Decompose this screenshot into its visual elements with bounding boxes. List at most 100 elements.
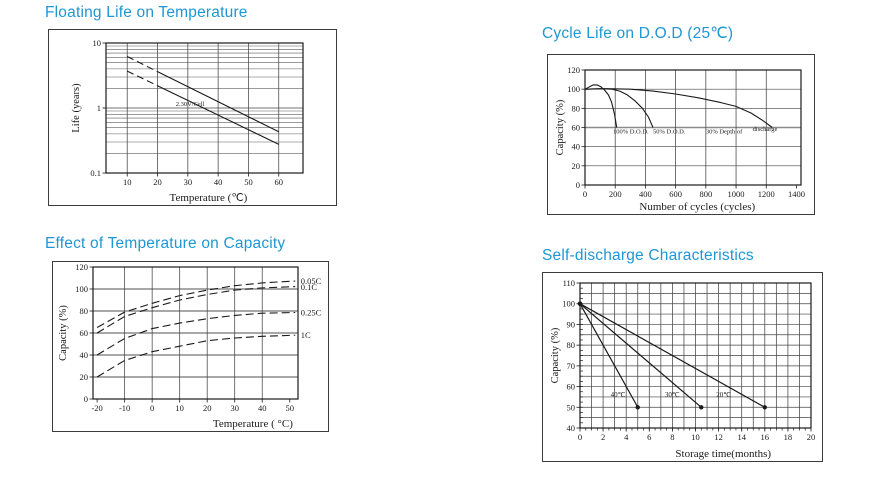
svg-text:12: 12 — [714, 432, 723, 442]
chart-canvas-temp-capacity: -20 -10 0 10 20 30 40 50 0 20 40 60 80 100 120 0.05C0.1… — [58, 262, 322, 430]
svg-text:0: 0 — [583, 189, 587, 199]
series-30-depth-of-discharge — [584, 88, 773, 128]
svg-text:800: 800 — [699, 189, 712, 199]
series-20- — [579, 303, 766, 408]
svg-text:40℃: 40℃ — [611, 391, 626, 399]
svg-text:Capacity (%): Capacity (%) — [550, 327, 561, 383]
svg-text:4: 4 — [624, 432, 629, 442]
axis-ticks — [89, 266, 291, 403]
svg-text:60: 60 — [567, 382, 576, 392]
svg-text:60: 60 — [572, 123, 581, 133]
svg-text:100: 100 — [562, 299, 575, 309]
y-axis-label: Capacity (%) — [58, 305, 69, 361]
x-axis-label: Number of cycles (cycles) — [639, 201, 755, 213]
svg-text:1: 1 — [97, 103, 101, 113]
series-1c — [96, 334, 296, 378]
series-0-05c — [96, 280, 296, 328]
svg-text:0.1: 0.1 — [90, 168, 101, 178]
series-0-1c — [96, 286, 296, 334]
svg-text:16: 16 — [761, 432, 770, 442]
svg-text:18: 18 — [784, 432, 793, 442]
svg-text:1000: 1000 — [728, 189, 745, 199]
y-axis-label: Capacity (%) — [550, 327, 561, 383]
svg-text:30: 30 — [184, 177, 193, 187]
svg-text:1200: 1200 — [758, 189, 775, 199]
svg-text:60: 60 — [80, 328, 89, 338]
svg-text:80: 80 — [567, 340, 576, 350]
svg-text:Temperature ( °C): Temperature ( °C) — [213, 418, 293, 430]
series-float-life-upper-limit-lead — [126, 56, 158, 73]
svg-text:600: 600 — [669, 189, 682, 199]
chart-title-temp-capacity: Effect of Temperature on Capacity — [45, 235, 286, 252]
svg-text:40: 40 — [567, 423, 576, 433]
svg-text:100% D.O.D.: 100% D.O.D. — [613, 128, 649, 135]
svg-text:10: 10 — [691, 432, 700, 442]
series — [577, 301, 767, 410]
svg-text:0: 0 — [84, 394, 88, 404]
svg-text:40: 40 — [80, 350, 89, 360]
chart-title-self-discharge: Self-discharge Characteristics — [542, 247, 754, 264]
tick-labels: 0 200 400 600 800 1000 1200 1400 0 20 40 60 80 100 120 — [567, 65, 805, 199]
svg-text:60: 60 — [275, 177, 284, 187]
svg-text:20: 20 — [807, 432, 816, 442]
series-float-life-upper-limit — [157, 71, 280, 133]
svg-text:20: 20 — [80, 372, 89, 382]
svg-text:Capacity (%): Capacity (%) — [555, 99, 566, 155]
svg-text:10: 10 — [123, 177, 132, 187]
svg-text:20℃: 20℃ — [716, 391, 731, 399]
svg-text:80: 80 — [572, 103, 581, 113]
svg-text:50: 50 — [567, 402, 576, 412]
series-30- — [579, 303, 702, 408]
svg-text:2: 2 — [601, 432, 605, 442]
tick-labels: 10 20 30 40 50 60 10 1 0.1 — [90, 38, 283, 187]
axis-ticks — [576, 282, 812, 432]
svg-text:-10: -10 — [119, 403, 130, 413]
axis-ticks — [102, 42, 280, 177]
svg-text:120: 120 — [75, 262, 88, 272]
svg-text:0: 0 — [576, 180, 580, 190]
svg-text:400: 400 — [639, 189, 652, 199]
svg-text:20: 20 — [572, 161, 581, 171]
svg-text:50: 50 — [285, 403, 294, 413]
data-point-marker — [762, 405, 767, 410]
x-axis-label: Temperature ( °C) — [213, 418, 293, 430]
chart-canvas-self-discharge: 0 2 4 6 8 10 12 14 16 18 20 40 50 60 70 80 90 100 110 40℃ 30… — [550, 278, 815, 460]
x-axis-label: Storage time(months) — [675, 448, 771, 460]
svg-text:0: 0 — [578, 432, 582, 442]
annotations: 40℃ 30℃ 20℃ — [611, 391, 732, 399]
series — [584, 84, 773, 128]
series-float-life-lower-limit — [157, 85, 280, 145]
data-point-marker — [699, 405, 704, 410]
tick-labels: 0 2 4 6 8 10 12 14 16 18 20 40 50 60 70 80 90 100 110 — [562, 278, 815, 442]
svg-text:14: 14 — [737, 432, 746, 442]
data-point-marker — [635, 405, 640, 410]
svg-text:discharge: discharge — [753, 126, 778, 133]
svg-text:Temperature (℃): Temperature (℃) — [170, 192, 248, 204]
chart-title-floating-life: Floating Life on Temperature — [45, 4, 248, 21]
chart-floating-life-on-temperature: 10 20 30 40 50 60 10 1 0.1 2.30V/Cell Temperature … — [48, 29, 337, 206]
svg-text:1C: 1C — [301, 330, 311, 340]
y-axis-label: Life (years) — [71, 83, 82, 133]
svg-text:40: 40 — [572, 142, 581, 152]
series — [96, 280, 296, 378]
annotations: 100% D.O.D. 50% D.O.D. 30% Depth of dischar… — [613, 126, 778, 135]
series-0-25c — [96, 311, 296, 356]
svg-text:0.25C: 0.25C — [301, 307, 322, 317]
svg-text:Capacity (%): Capacity (%) — [58, 305, 69, 361]
svg-text:10: 10 — [93, 38, 102, 48]
svg-text:50: 50 — [244, 177, 253, 187]
svg-text:20: 20 — [153, 177, 162, 187]
grid — [585, 70, 801, 185]
svg-text:0.1C: 0.1C — [301, 282, 318, 292]
svg-text:200: 200 — [609, 189, 622, 199]
chart-canvas-cycle-life: 0 200 400 600 800 1000 1200 1400 0 20 40 60 80 100 120… — [555, 65, 805, 213]
svg-text:100: 100 — [75, 284, 88, 294]
svg-text:110: 110 — [563, 278, 575, 288]
svg-text:30: 30 — [230, 403, 239, 413]
svg-text:Number of cycles (cycles): Number of cycles (cycles) — [639, 201, 755, 213]
annotations: 2.30V/Cell — [176, 101, 205, 108]
svg-text:30% Depth of: 30% Depth of — [706, 128, 743, 135]
axis-ticks — [581, 69, 797, 189]
series-100-d-o-d- — [584, 84, 618, 128]
